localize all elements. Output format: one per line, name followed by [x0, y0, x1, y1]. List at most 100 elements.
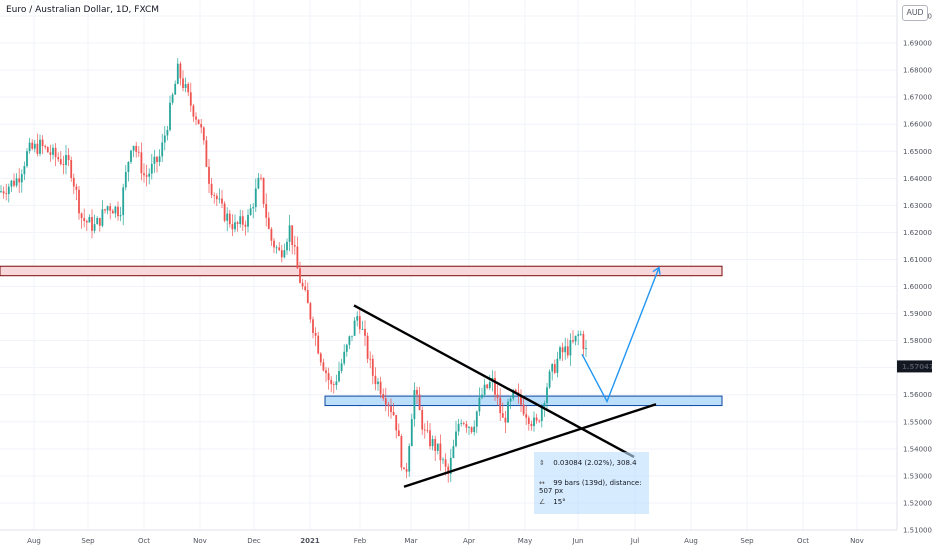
- candle-body: [543, 403, 546, 407]
- candle-body: [317, 335, 320, 354]
- candle-body: [579, 333, 582, 335]
- candle-body: [439, 443, 442, 461]
- bars-range-icon: ↔: [539, 479, 545, 487]
- candle-body: [70, 160, 73, 178]
- candle-body: [395, 415, 398, 431]
- candle-body: [28, 142, 31, 152]
- candle-body: [7, 186, 10, 195]
- candle-body: [85, 220, 88, 223]
- candle-body: [260, 177, 262, 179]
- candle-body: [361, 329, 364, 330]
- resistance-zone: [0, 265, 723, 277]
- candle-body: [26, 151, 28, 167]
- chart-title: Euro / Australian Dollar, 1D, FXCM: [6, 5, 160, 15]
- candle-body: [418, 394, 421, 411]
- candle-body: [527, 417, 530, 424]
- candle-body: [283, 250, 286, 258]
- measure-angle-row: ∠ 15°: [539, 498, 566, 506]
- candle-body: [538, 420, 541, 422]
- candle-body: [213, 194, 216, 196]
- candle-body: [270, 228, 273, 241]
- x-tick-label: Jul: [630, 537, 640, 545]
- candle-body: [174, 83, 177, 95]
- candle-body: [465, 423, 468, 428]
- candle-body: [447, 466, 450, 474]
- candle-body: [387, 404, 390, 407]
- candle-body: [470, 427, 473, 433]
- candle-body: [301, 282, 304, 287]
- candle-body: [41, 139, 44, 147]
- candle-body: [426, 430, 429, 432]
- candle-body: [413, 389, 416, 420]
- candle-body: [299, 268, 301, 283]
- candle-body: [488, 381, 491, 388]
- candle-body: [481, 394, 483, 398]
- candle-body: [312, 319, 314, 333]
- candle-body: [514, 389, 517, 393]
- candle-body: [501, 413, 504, 418]
- candle-body: [278, 247, 281, 251]
- candle-body: [468, 427, 470, 428]
- candle-body: [210, 183, 213, 195]
- candle-body: [556, 358, 559, 373]
- candle-body: [114, 206, 117, 214]
- candle-body: [551, 364, 554, 372]
- candle-body: [166, 129, 169, 136]
- measure-angle-text: 15°: [553, 498, 566, 506]
- arrow-head-icon: [652, 266, 661, 275]
- candle-body: [109, 206, 112, 211]
- candle-body: [483, 384, 486, 395]
- candle-body: [442, 459, 444, 461]
- candle-body: [353, 320, 356, 336]
- candle-body: [91, 217, 93, 231]
- candle-body: [494, 378, 496, 395]
- price-range-icon: ⇕: [539, 459, 545, 467]
- candle-body: [135, 145, 138, 152]
- candle-body: [221, 198, 223, 204]
- candle-body: [559, 347, 561, 359]
- candle-body: [15, 178, 18, 186]
- candle-body: [390, 406, 392, 412]
- candle-body: [431, 439, 434, 447]
- candle-body: [117, 206, 119, 217]
- candle-body: [397, 430, 400, 437]
- candle-body: [179, 63, 182, 79]
- candle-body: [582, 333, 585, 350]
- candle-body: [561, 347, 564, 353]
- ascending-trendline: [403, 403, 657, 488]
- candle-body: [192, 105, 195, 117]
- angle-icon: ∠: [539, 498, 546, 506]
- candle-body: [304, 286, 307, 291]
- y-tick-label: 1.54000: [903, 445, 932, 453]
- candle-body: [111, 210, 114, 214]
- candle-body: [475, 411, 478, 427]
- candle-body: [124, 171, 127, 188]
- measure-tooltip: ⇕ 0.03084 (2.02%), 308.4 ↔ 99 bars (139d…: [534, 452, 649, 514]
- candle-body: [197, 119, 200, 124]
- y-tick-label: 1.60000: [903, 283, 932, 291]
- y-tick-label: 1.64000: [903, 175, 932, 183]
- x-tick-label: Nov: [193, 537, 207, 545]
- candle-body: [525, 414, 528, 418]
- candle-body: [130, 150, 132, 162]
- candle-body: [119, 215, 122, 217]
- candle-body: [371, 358, 374, 376]
- candle-body: [512, 389, 515, 399]
- candle-body: [257, 177, 260, 189]
- candle-body: [2, 191, 5, 194]
- x-tick-label: Oct: [138, 537, 150, 545]
- last-price-label: 1.57047: [902, 363, 932, 371]
- x-tick-label: Apr: [463, 537, 475, 545]
- candle-body: [75, 186, 78, 190]
- currency-button[interactable]: AUD: [902, 5, 928, 21]
- candle-body: [403, 467, 405, 470]
- candle-body: [189, 92, 192, 106]
- candle-body: [366, 335, 369, 359]
- candle-body: [452, 446, 455, 458]
- candle-body: [540, 406, 543, 422]
- x-tick-label: 2021: [300, 537, 320, 545]
- measure-bars-text: 99 bars (139d), distance: 507 px: [539, 479, 642, 495]
- candle-body: [228, 213, 231, 225]
- candle-body: [182, 78, 184, 88]
